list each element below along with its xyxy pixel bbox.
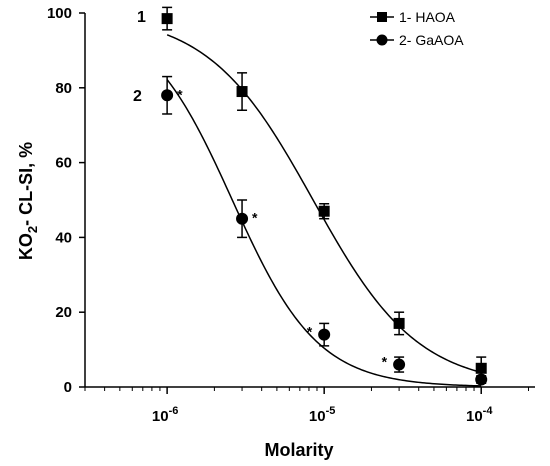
x-tick-exponent: -5: [326, 405, 336, 417]
data-point-circle: [393, 358, 406, 371]
data-point-square: [318, 205, 330, 217]
legend-item-haoa: 1- HAOA: [370, 9, 456, 25]
y-tick-label: 60: [55, 155, 72, 172]
curve-label-1: 1: [137, 9, 146, 26]
legend-square-marker: [377, 12, 387, 22]
y-axis-title: KO2- CL-SI, %: [16, 142, 40, 260]
significance-asterisk: *: [382, 354, 388, 370]
data-point-square: [236, 86, 248, 98]
curve-label-2: 2: [133, 88, 142, 105]
data-point-square: [393, 317, 405, 329]
data-point-circle: [236, 212, 249, 225]
y-tick-label: 100: [47, 5, 72, 22]
x-tick-base: 10: [466, 408, 483, 425]
legend-item-gaaoa: 2- GaAOA: [370, 32, 464, 48]
y-tick-label: 40: [55, 229, 72, 246]
significance-asterisk: *: [177, 86, 183, 102]
x-tick-base: 10: [152, 408, 169, 425]
y-ticks: 0 20 40 60 80 100: [47, 5, 85, 396]
data-points: * * * *: [161, 6, 488, 386]
data-point-circle: [475, 373, 488, 386]
significance-asterisk: *: [252, 210, 258, 226]
x-tick-label: 10-6: [152, 405, 178, 425]
x-tick-label: 10-4: [466, 405, 493, 425]
legend-label-gaaoa: 2- GaAOA: [399, 32, 464, 48]
data-point-circle: [318, 328, 331, 341]
x-ticks: 10-6 10-5 10-4: [84, 387, 529, 425]
x-axis-title: Molarity: [264, 440, 333, 460]
legend: 1- HAOA 2- GaAOA: [370, 9, 464, 48]
fit-curve-1: [166, 34, 482, 374]
x-tick-base: 10: [309, 408, 326, 425]
fit-curves: [166, 34, 482, 387]
y-tick-label: 20: [55, 304, 72, 321]
legend-label-haoa: 1- HAOA: [399, 9, 456, 25]
data-point-square: [161, 13, 173, 25]
y-axis-title-subscript: 2: [25, 226, 40, 233]
data-point-circle: [161, 89, 174, 102]
y-tick-label: 80: [55, 80, 72, 97]
x-tick-label: 10-5: [309, 405, 335, 425]
y-tick-label: 0: [64, 379, 72, 396]
fit-curve-2: [166, 79, 482, 387]
y-axis-title-rest: - CL-SI, %: [16, 142, 36, 226]
x-tick-exponent: -4: [483, 405, 494, 417]
data-point-square: [475, 362, 487, 374]
significance-asterisk: *: [307, 324, 313, 340]
x-tick-exponent: -6: [169, 405, 179, 417]
legend-circle-marker: [376, 34, 388, 46]
y-axis-title-main: KO: [16, 233, 36, 260]
